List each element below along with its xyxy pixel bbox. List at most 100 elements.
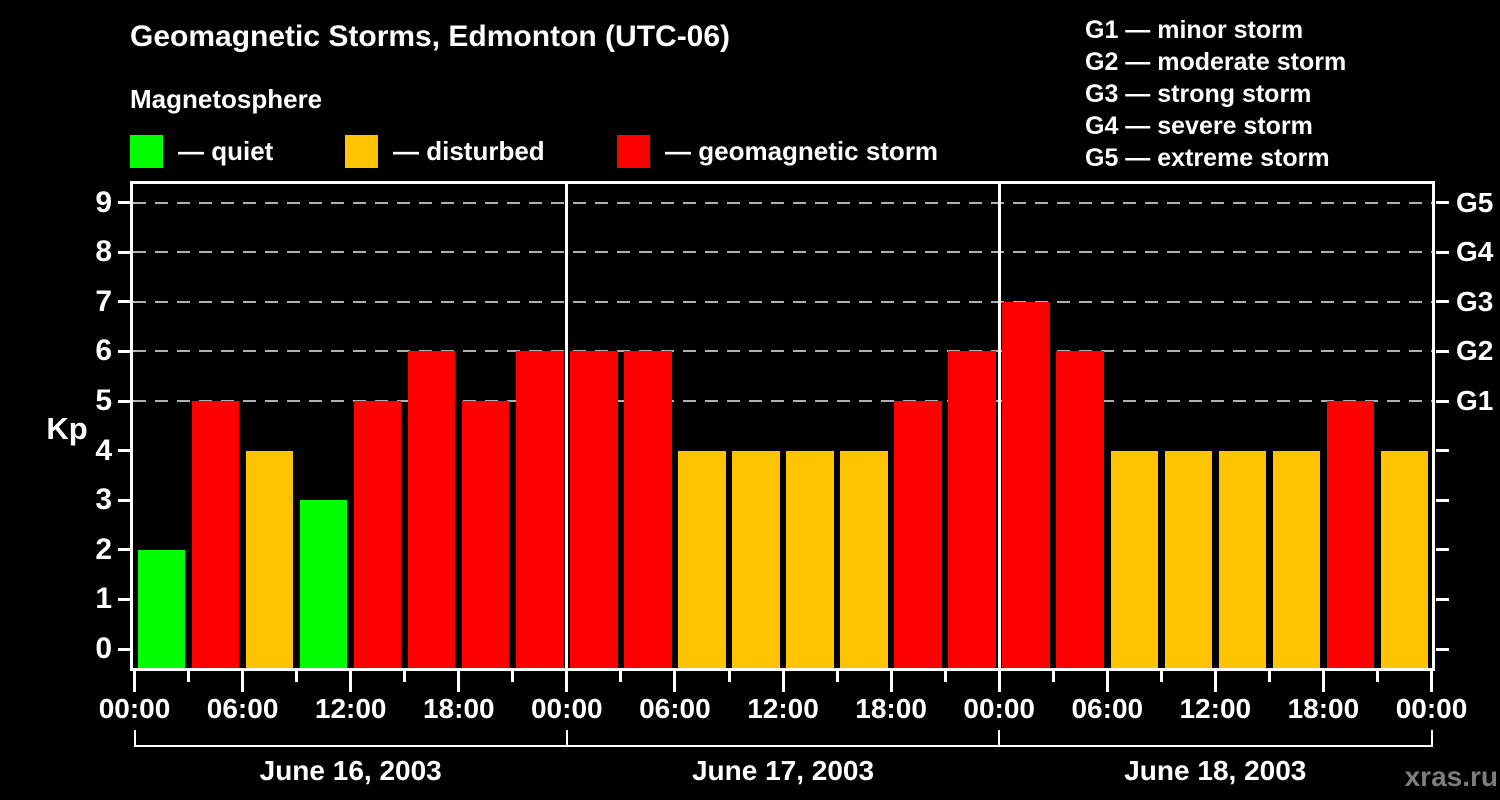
kp-bar <box>840 450 888 668</box>
x-tick-label: 06:00 <box>639 693 711 724</box>
kp-bar <box>299 500 348 668</box>
legend-heading: Magnetosphere <box>130 84 323 114</box>
y-tick-left <box>118 250 131 254</box>
x-tick-label: 12:00 <box>747 693 819 724</box>
date-label: June 18, 2003 <box>1124 755 1307 786</box>
y-tick-left <box>118 548 131 552</box>
x-tick-label: 00:00 <box>963 693 1035 724</box>
storm-scale-legend-line: G2 — moderate storm <box>1085 48 1347 76</box>
x-tick-label: 06:00 <box>1071 693 1144 724</box>
x-tick-minor <box>187 671 190 682</box>
date-label: June 17, 2003 <box>691 755 875 786</box>
kp-bar <box>1218 450 1266 668</box>
y-tick-label: 1 <box>95 582 112 616</box>
x-tick-minor <box>511 671 515 682</box>
kp-bar <box>1110 450 1158 668</box>
watermark: xras.ru <box>1404 761 1498 792</box>
kp-bar <box>245 450 294 668</box>
y-tick-left <box>118 349 131 353</box>
kp-bar <box>732 450 780 668</box>
kp-bar <box>353 401 402 668</box>
kp-bar <box>516 351 564 668</box>
kp-bar <box>678 450 726 668</box>
y-tick-right <box>1436 201 1449 205</box>
y-tick-label: 5 <box>95 384 112 417</box>
y-tick-right <box>1436 250 1449 254</box>
kp-bar <box>1272 450 1321 668</box>
x-tick-major <box>889 671 893 692</box>
kp-bar <box>1164 450 1212 668</box>
storm-scale-legend-line: G5 — extreme storm <box>1085 144 1330 172</box>
y-tick-label: 2 <box>95 532 112 566</box>
x-tick-minor <box>943 671 947 682</box>
y-axis-title: Kp <box>46 411 88 446</box>
gridline-kp5 <box>133 400 1432 402</box>
x-tick-major <box>1213 671 1217 692</box>
date-bracket-tick <box>133 730 136 747</box>
y-tick-label: 8 <box>95 235 112 269</box>
storm-scale-legend: G1 — minor storm G2 — moderate storm G3 — … <box>1085 14 1346 174</box>
kp-bar <box>624 351 672 668</box>
x-tick-minor <box>727 671 731 682</box>
x-tick-major <box>1105 671 1109 692</box>
quiet-swatch <box>130 135 163 168</box>
date-bracket-tick <box>565 730 568 747</box>
y-tick-right <box>1436 349 1449 353</box>
storm-scale-legend-line: G4 — severe storm <box>1085 112 1313 140</box>
x-tick-label: 00:00 <box>1395 693 1468 724</box>
kp-bar <box>137 549 186 668</box>
gridline-kp8 <box>133 251 1432 254</box>
y-tick-label: 6 <box>95 334 112 368</box>
x-tick-minor <box>835 671 839 682</box>
kp-bar <box>570 351 618 668</box>
y-tick-left <box>118 597 131 601</box>
plot-border <box>130 181 1435 671</box>
x-tick-label: 18:00 <box>422 693 495 724</box>
kp-bar <box>894 401 942 668</box>
y-tick-left <box>118 201 131 205</box>
storm-swatch <box>617 135 650 168</box>
y-tick-left <box>118 399 131 403</box>
y-tick-right <box>1436 449 1449 453</box>
g-scale-label: G3 <box>1456 285 1494 317</box>
storm-scale-legend-line: G3 — strong storm <box>1085 80 1312 108</box>
x-tick-major <box>241 671 245 692</box>
kp-bar <box>1380 450 1429 668</box>
x-tick-label: 00:00 <box>530 693 603 724</box>
kp-bar <box>191 401 240 668</box>
x-tick-minor <box>295 671 299 682</box>
y-tick-right <box>1436 300 1449 304</box>
g-scale-label: G5 <box>1456 186 1494 218</box>
legend-item-label: — geomagnetic storm <box>665 136 939 166</box>
x-tick-label: 18:00 <box>1287 693 1360 724</box>
y-tick-right <box>1436 647 1449 651</box>
gridline-kp6 <box>133 350 1432 353</box>
x-tick-major <box>1430 671 1433 692</box>
day-separator <box>997 184 1001 668</box>
kp-bar <box>1056 351 1104 668</box>
x-tick-major <box>997 671 1001 692</box>
x-tick-minor <box>619 671 623 682</box>
y-tick-right <box>1436 597 1449 601</box>
y-tick-label: 4 <box>95 433 112 467</box>
y-tick-right <box>1436 548 1449 552</box>
y-tick-right <box>1436 498 1449 502</box>
x-tick-label: 06:00 <box>206 693 279 724</box>
legend-item-quiet: — quiet <box>130 135 273 168</box>
gridline-kp7 <box>133 300 1432 303</box>
y-tick-label: 7 <box>95 284 112 318</box>
disturbed-swatch <box>345 135 378 168</box>
y-tick-label: 9 <box>95 185 112 219</box>
y-tick-label: 0 <box>95 632 112 665</box>
kp-bar <box>1002 301 1050 668</box>
y-tick-left <box>118 300 131 304</box>
kp-bar <box>948 351 996 668</box>
x-tick-label: 18:00 <box>855 693 927 724</box>
legend-item-label: — disturbed <box>393 136 545 166</box>
x-tick-major <box>673 671 677 692</box>
x-tick-minor <box>1376 671 1379 682</box>
x-tick-major <box>349 671 353 692</box>
x-tick-minor <box>1051 671 1055 682</box>
kp-bar <box>786 450 834 668</box>
y-tick-label: 3 <box>95 483 112 517</box>
